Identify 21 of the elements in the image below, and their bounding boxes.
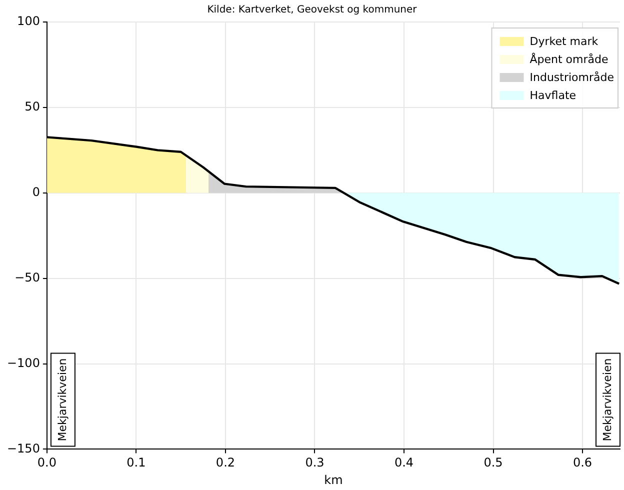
y-tick-label: 50 <box>24 100 40 114</box>
y-tick-label: 0 <box>32 185 40 200</box>
chart-title: Kilde: Kartverket, Geovekst og kommuner <box>207 4 418 16</box>
x-tick-label: 0.1 <box>126 456 146 470</box>
y-tick-label: 100 <box>17 14 40 28</box>
x-tick-label: 0.4 <box>394 456 414 470</box>
x-tick-label: 0.2 <box>216 456 236 470</box>
legend-label: Dyrket mark <box>530 34 599 48</box>
x-tick-label: 0.6 <box>572 456 592 470</box>
legend-label: Åpent område <box>530 52 608 66</box>
annotation: Mekjarvikveien <box>600 358 614 442</box>
y-tick-label: −100 <box>6 356 40 370</box>
legend-label: Havflate <box>530 88 576 102</box>
y-tick-label: −50 <box>14 270 40 284</box>
x-tick-label: 0.5 <box>484 456 503 470</box>
y-tick-label: −150 <box>6 441 40 456</box>
x-tick-label: 0.0 <box>37 456 57 470</box>
x-tick-label: 0.3 <box>305 456 324 470</box>
legend-label: Industriområde <box>530 70 614 84</box>
annotation: Mekjarvikveien <box>56 358 69 442</box>
x-axis-title: km <box>324 472 343 487</box>
